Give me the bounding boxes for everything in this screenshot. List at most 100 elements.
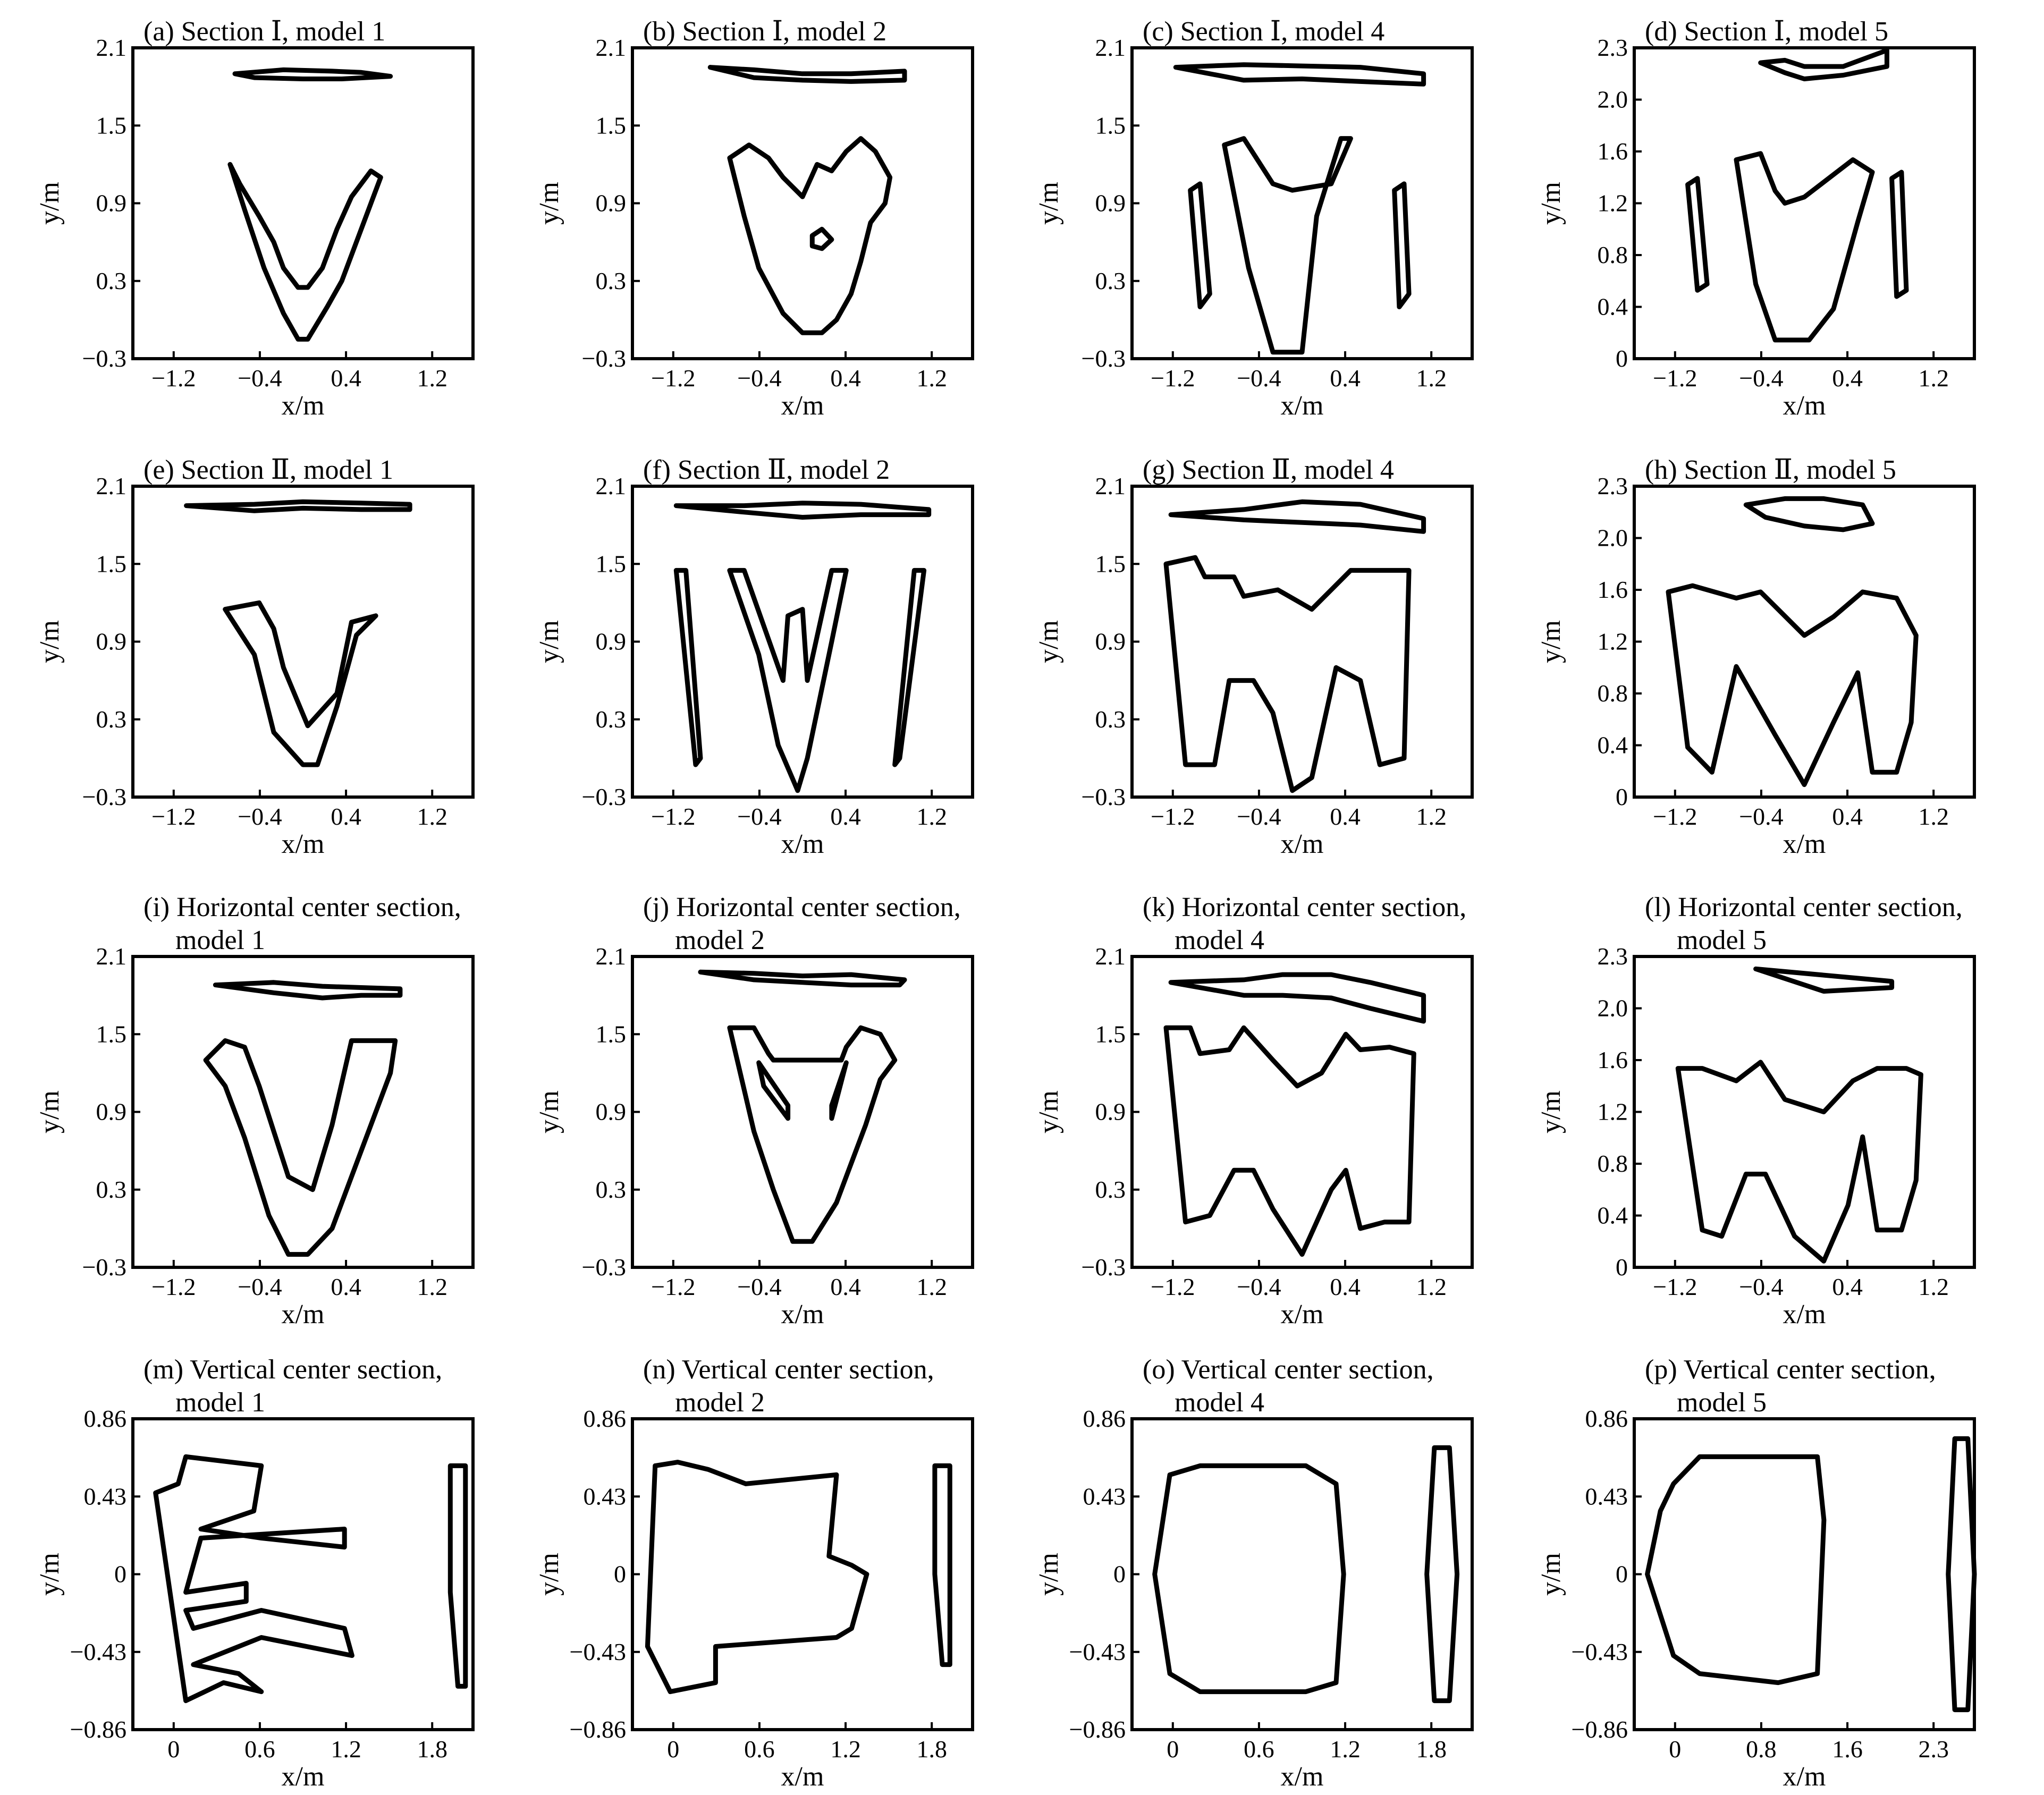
- y-tick-label: −0.86: [70, 1716, 126, 1743]
- x-tick-label: 1.2: [1416, 1273, 1447, 1300]
- x-tick-label: −1.2: [1653, 365, 1697, 392]
- series-outline-3: [673, 568, 703, 767]
- series-outline-2: [1666, 583, 1919, 788]
- y-tick-label: 0.43: [1083, 1483, 1126, 1510]
- y-tick-label: 0.8: [1598, 1150, 1628, 1177]
- x-axis-label: x/m: [781, 391, 824, 421]
- plot-frame: [631, 46, 974, 360]
- x-tick-label: 0.4: [1330, 365, 1361, 392]
- x-tick-label: −1.2: [1151, 365, 1195, 392]
- plot-frame: [1633, 1417, 1976, 1731]
- y-axis-label: y/m: [534, 182, 564, 225]
- panel-title: model 1: [175, 1387, 265, 1418]
- x-tick-label: −1.2: [651, 365, 695, 392]
- y-tick-label: 0.43: [84, 1483, 127, 1510]
- panel-c: (c) Section Ⅰ, model 4 2.1 1.5 0.9 0.3 −0.3 −1…: [1034, 16, 1474, 421]
- y-tick-label: 2.3: [1598, 943, 1628, 970]
- y-tick-label: −0.43: [570, 1638, 626, 1665]
- series-outline-2: [1424, 1445, 1460, 1704]
- y-tick-label: 0.3: [596, 706, 627, 733]
- y-tick-label: −0.3: [82, 345, 126, 372]
- series-outline-2: [227, 162, 383, 342]
- y-axis-label: y/m: [1034, 1553, 1064, 1596]
- panel-title: (l) Horizontal center section,: [1645, 892, 1963, 922]
- y-tick-label: 1.5: [1095, 550, 1126, 577]
- x-tick-label: 1.8: [1416, 1735, 1447, 1763]
- series-outline-4: [829, 1060, 849, 1121]
- panel-title: (d) Section Ⅰ, model 5: [1645, 16, 1888, 47]
- y-tick-label: 0: [1616, 1561, 1628, 1588]
- y-tick-label: 2.1: [96, 943, 127, 970]
- panel-title: (h) Section Ⅱ, model 5: [1645, 455, 1896, 485]
- series-outline-1: [1168, 972, 1426, 1024]
- y-tick-label: −0.3: [582, 783, 626, 810]
- series-outline-2: [223, 600, 378, 767]
- y-axis-label: y/m: [35, 620, 65, 663]
- y-tick-label: 0.9: [596, 190, 627, 217]
- x-tick-label: 1.6: [1832, 1735, 1863, 1763]
- x-axis-label: x/m: [1783, 1299, 1826, 1330]
- y-tick-label: 0.9: [96, 628, 127, 655]
- x-axis-label: x/m: [1783, 391, 1826, 421]
- plot-frame: [1633, 46, 1976, 360]
- x-tick-label: 1.2: [916, 1273, 947, 1300]
- panel-n: (n) Vertical center section,model 2 0.86 0…: [534, 1354, 974, 1792]
- x-tick-label: 0.4: [1330, 1273, 1361, 1300]
- x-tick-label: −1.2: [651, 1273, 695, 1300]
- x-tick-label: −1.2: [651, 803, 695, 830]
- panel-title: model 1: [175, 925, 265, 955]
- y-axis-label: y/m: [1536, 1090, 1566, 1133]
- panel-title: model 2: [675, 925, 765, 955]
- x-tick-label: 1.2: [1918, 365, 1949, 392]
- panel-title: (b) Section Ⅰ, model 2: [643, 16, 886, 47]
- series-outline-1: [153, 1454, 354, 1704]
- x-tick-label: 0: [1167, 1735, 1179, 1763]
- series-outline-4: [1392, 181, 1412, 309]
- y-tick-label: 1.5: [96, 550, 127, 577]
- panel-title: (o) Vertical center section,: [1143, 1354, 1434, 1385]
- y-tick-label: 0.9: [96, 1098, 127, 1125]
- x-tick-label: 0.4: [1832, 1273, 1863, 1300]
- x-axis-label: x/m: [1783, 1762, 1826, 1792]
- x-axis-label: x/m: [282, 829, 325, 859]
- x-tick-label: −0.4: [1237, 803, 1281, 830]
- panel-title: model 4: [1175, 925, 1264, 955]
- panel-title: (p) Vertical center section,: [1645, 1354, 1936, 1385]
- x-tick-label: 0.4: [830, 365, 861, 392]
- x-tick-label: 1.8: [916, 1735, 947, 1763]
- x-tick-label: −0.4: [1739, 1273, 1783, 1300]
- panel-a: (a) Section Ⅰ, model 1 2.1 1.5 0.9 0.3 −0.3 −1…: [35, 16, 475, 421]
- y-tick-label: 2.0: [1598, 86, 1628, 113]
- panel-title: (i) Horizontal center section,: [143, 892, 461, 922]
- y-tick-label: 0.3: [96, 1176, 127, 1203]
- y-tick-label: −0.43: [1069, 1638, 1126, 1665]
- y-axis-label: y/m: [1536, 1553, 1566, 1596]
- x-tick-label: −0.4: [1739, 365, 1783, 392]
- series-outline-1: [698, 969, 907, 988]
- plot-frame: [131, 485, 475, 799]
- y-tick-label: 0.86: [1585, 1405, 1628, 1432]
- x-tick-label: 1.2: [916, 803, 947, 830]
- panel-title: (f) Section Ⅱ, model 2: [643, 455, 890, 485]
- panel-g: (g) Section Ⅱ, model 4 2.1 1.5 0.9 0.3 −0.3 −1…: [1034, 455, 1474, 859]
- y-tick-label: 1.5: [1095, 1020, 1126, 1047]
- y-tick-label: 0.3: [596, 267, 627, 294]
- y-tick-label: 1.6: [1598, 1046, 1628, 1073]
- y-tick-label: 1.5: [96, 112, 127, 139]
- x-tick-label: 1.2: [1416, 803, 1447, 830]
- plot-frame: [131, 46, 475, 360]
- series-outline-1: [1743, 496, 1875, 532]
- plot-frame: [1130, 46, 1474, 360]
- x-axis-label: x/m: [1281, 1299, 1324, 1330]
- series-outline-2: [1946, 1436, 1977, 1713]
- panel-title: (k) Horizontal center section,: [1143, 892, 1466, 922]
- y-tick-label: 0.3: [1095, 267, 1126, 294]
- x-tick-label: 0.4: [830, 1273, 861, 1300]
- x-axis-label: x/m: [1281, 391, 1324, 421]
- series-outline-1: [1152, 1463, 1346, 1695]
- x-tick-label: −1.2: [151, 803, 196, 830]
- y-tick-label: 0.86: [84, 1405, 127, 1432]
- y-tick-label: 0.8: [1598, 680, 1628, 707]
- x-tick-label: 0.8: [1746, 1735, 1777, 1763]
